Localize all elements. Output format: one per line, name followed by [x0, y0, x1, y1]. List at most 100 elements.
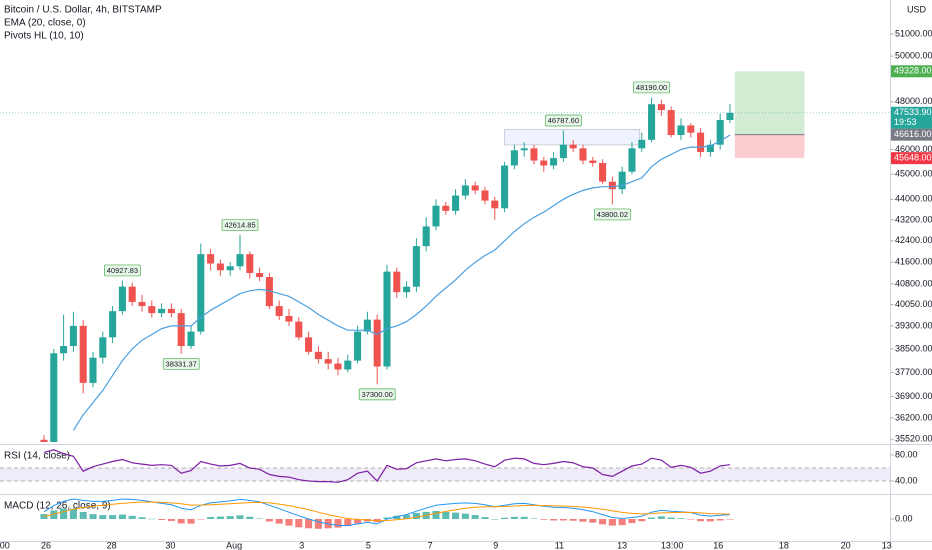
macd-histogram-bar	[305, 519, 313, 529]
pivot-box	[221, 219, 259, 232]
y-tick-label: 45000.00	[895, 169, 932, 179]
rsi-band	[0, 467, 890, 481]
candle-body	[667, 110, 675, 136]
candle-body	[608, 181, 616, 190]
candle-body	[481, 190, 489, 201]
macd-histogram-bar	[216, 516, 224, 519]
macd-line	[43, 498, 731, 527]
candle-body	[599, 163, 607, 182]
macd-histogram-bar	[569, 519, 577, 521]
candle-body	[295, 321, 303, 338]
rsi-line	[43, 449, 731, 483]
macd-histogram-bar	[177, 519, 185, 524]
price-label-box	[891, 65, 932, 78]
macd-histogram-bar	[697, 519, 705, 522]
candle-body	[89, 357, 97, 383]
candle-body	[344, 360, 352, 370]
y-tick-label: 51000.00	[895, 28, 932, 38]
candle-body	[177, 313, 185, 347]
x-tick-label: 9	[493, 540, 498, 550]
price-label: 49328.00	[894, 66, 932, 76]
y-tick-label: 44000.00	[895, 194, 932, 204]
candle-body	[265, 277, 273, 307]
macd-histogram-bar	[138, 517, 146, 519]
candle-body	[510, 150, 518, 166]
candle-body	[471, 185, 479, 191]
legend-ema: EMA (20, close, 0)	[4, 18, 86, 29]
pivot-label: 43800.02	[597, 210, 628, 219]
macd-histogram-bar	[540, 519, 548, 520]
chart-title: Bitcoin / U.S. Dollar, 4h, BITSTAMP	[4, 5, 162, 16]
macd-histogram-bar	[667, 517, 675, 519]
macd-histogram-bar	[285, 519, 293, 526]
price-label-box	[891, 106, 932, 129]
candle-body	[520, 148, 528, 151]
pivot-box	[358, 388, 396, 401]
candle-body	[726, 112, 734, 120]
pivot-box	[545, 114, 582, 127]
macd-histogram-bar	[618, 519, 626, 526]
candle-body	[657, 104, 665, 111]
macd-histogram-bar	[657, 516, 665, 519]
range-zone	[504, 128, 641, 146]
y-tick-label: 39300.00	[895, 320, 932, 330]
candle-body	[687, 125, 695, 133]
macd-histogram-bar	[256, 518, 264, 520]
candle-body	[403, 286, 411, 293]
macd-histogram-bar	[530, 518, 538, 520]
candle-body	[363, 319, 371, 332]
macd-histogram-bar	[677, 518, 685, 519]
candle-body	[530, 148, 538, 161]
macd-histogram-bar	[99, 515, 107, 519]
macd-histogram-bar	[726, 519, 734, 520]
macd-histogram-bar	[481, 517, 489, 519]
macd-histogram-bar	[716, 519, 724, 521]
candle-body	[697, 132, 705, 152]
macd-histogram-bar	[520, 516, 528, 519]
candle-body	[334, 363, 342, 370]
candle-body	[412, 246, 420, 287]
macd-histogram-bar	[412, 512, 420, 519]
y-tick-label: 0.00	[895, 513, 913, 523]
candle-body	[628, 148, 636, 172]
candle-body	[60, 346, 68, 354]
candle-body	[638, 139, 646, 149]
candle-body	[550, 158, 558, 166]
macd-histogram-bar	[167, 519, 175, 521]
candle-body	[40, 439, 48, 442]
pivot-label: 40927.83	[107, 266, 138, 275]
macd-histogram-bar	[246, 516, 254, 519]
macd-histogram-bar	[226, 516, 234, 519]
macd-histogram-bar	[109, 515, 117, 519]
macd-histogram-bar	[648, 517, 656, 519]
candle-body	[648, 104, 656, 140]
pivot-label: 46787.60	[548, 116, 579, 125]
y-tick-label: 36200.00	[895, 412, 932, 422]
macd-histogram-bar	[314, 519, 322, 529]
pivot-box	[104, 264, 141, 277]
x-tick-label: 13	[617, 540, 627, 550]
macd-histogram-bar	[393, 515, 401, 519]
candle-body	[559, 144, 567, 159]
candle-body	[706, 144, 714, 152]
candle-body	[501, 165, 509, 209]
x-tick-label: 20	[841, 540, 851, 550]
macd-histogram-bar	[687, 519, 695, 520]
pivot-box	[162, 357, 200, 370]
candle-body	[540, 160, 548, 166]
macd-histogram-bar	[148, 518, 156, 520]
macd-histogram-bar	[207, 517, 215, 519]
candle-body	[393, 271, 401, 293]
macd-histogram-bar	[510, 516, 518, 519]
candle-body	[569, 144, 577, 149]
y-tick-label: 35520.00	[895, 434, 932, 444]
macd-histogram-bar	[628, 519, 636, 524]
price-label-box	[891, 152, 932, 165]
candle-body	[618, 171, 626, 190]
macd-histogram-bar	[79, 511, 87, 519]
macd-histogram-bar	[295, 519, 303, 528]
y-tick-label: 42400.00	[895, 235, 932, 245]
candle-body	[452, 195, 460, 211]
macd-histogram-bar	[491, 519, 499, 520]
candle-body	[118, 286, 126, 312]
